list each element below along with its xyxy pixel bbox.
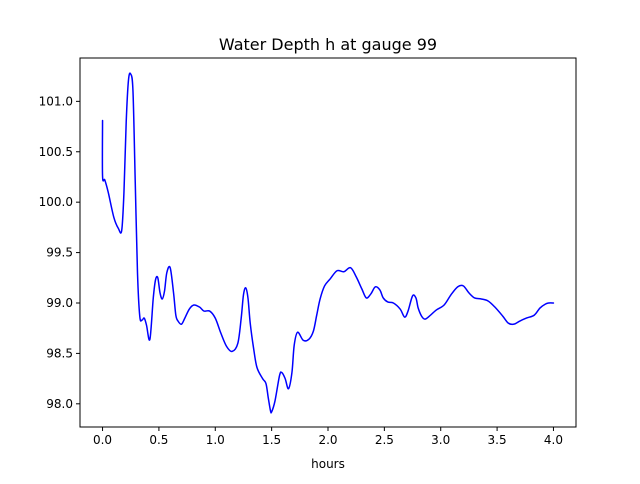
- y-axis-ticks: 98.0 98.5 99.0 99.5 100.0 100.5 101.0: [39, 94, 80, 411]
- x-tick-label: 1.5: [262, 433, 281, 447]
- x-tick-label: 3.0: [431, 433, 450, 447]
- x-tick-label: 0.0: [93, 433, 112, 447]
- x-tick-label: 2.5: [375, 433, 394, 447]
- y-tick-label: 99.0: [46, 296, 73, 310]
- y-tick-label: 98.5: [46, 346, 73, 360]
- y-tick-label: 98.0: [46, 397, 73, 411]
- x-tick-label: 4.0: [544, 433, 563, 447]
- x-tick-label: 2.0: [318, 433, 337, 447]
- x-tick-label: 3.5: [488, 433, 507, 447]
- y-tick-label: 100.0: [39, 195, 73, 209]
- plot-area-frame: [79, 57, 577, 428]
- y-tick-label: 101.0: [39, 94, 73, 108]
- y-tick-label: 100.5: [39, 145, 73, 159]
- series-line: [101, 72, 555, 414]
- y-tick-label: 99.5: [46, 246, 73, 260]
- x-axis-ticks: 0.0 0.5 1.0 1.5 2.0 2.5 3.0 3.5 4.0: [93, 427, 563, 447]
- x-tick-label: 1.0: [206, 433, 225, 447]
- chart-title: Water Depth h at gauge 99: [219, 35, 437, 54]
- series-layer: [101, 72, 555, 414]
- x-axis-label: hours: [311, 457, 345, 471]
- x-tick-label: 0.5: [149, 433, 168, 447]
